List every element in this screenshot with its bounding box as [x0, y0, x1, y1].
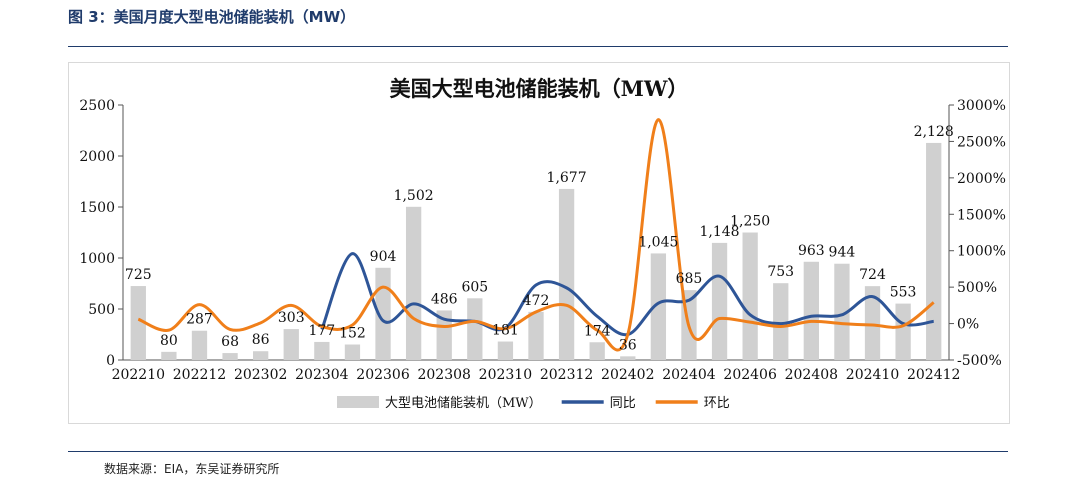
x-tick-label: 202306: [356, 367, 410, 383]
bar-value-label: 724: [859, 267, 886, 283]
line-series: [137, 118, 935, 352]
y-right-tick-label: 2000%: [957, 171, 1006, 187]
chart-panel: 美国大型电池储能装机（MW） 0 500 1000 1500 2000 2500 -500%…: [68, 62, 1010, 424]
y-left-tick-label: 2500: [79, 98, 115, 114]
bar-value-label: 904: [370, 249, 397, 265]
bar: [864, 286, 881, 360]
y-right-tick-label: 1000%: [957, 244, 1006, 260]
bar: [650, 253, 667, 360]
x-tick-label: 202410: [846, 367, 899, 383]
bar: [497, 341, 514, 360]
legend-item-label: 环比: [704, 396, 730, 411]
chart-title: 美国大型电池储能装机（MW）: [390, 76, 689, 101]
x-tick-label: 202310: [479, 367, 532, 383]
bar: [344, 344, 361, 360]
x-tick-label: 202312: [540, 367, 593, 383]
y-left-tick-label: 500: [88, 302, 115, 318]
figure-caption: 图 3：美国月度大型电池储能装机（MW）: [68, 8, 356, 26]
bar: [711, 242, 728, 360]
bar-value-label: 1,502: [394, 188, 434, 204]
bar-value-label: 1,045: [638, 234, 678, 250]
bar: [436, 310, 452, 360]
bar-value-label: 2,128: [914, 124, 954, 140]
bar: [314, 341, 330, 360]
bar: [834, 263, 850, 360]
bar-value-label: 86: [252, 332, 270, 348]
x-tick-label: 202404: [662, 367, 716, 383]
x-tick-label: 202210: [112, 367, 165, 383]
bar-value-label: 287: [186, 312, 213, 328]
bar: [558, 188, 575, 360]
bar-value-label: 303: [278, 310, 305, 326]
bar: [222, 353, 238, 360]
y-left-tick-label: 1500: [79, 200, 115, 216]
top-rule: [68, 46, 1008, 47]
bar: [589, 342, 605, 360]
x-tick-label: 202402: [601, 367, 654, 383]
x-tick-label: 202304: [295, 367, 349, 383]
y-right-tick-label: 1500%: [957, 207, 1006, 223]
bar-value-label: 68: [221, 334, 239, 350]
bottom-rule: [68, 451, 1008, 452]
y-left-tick-label: 1000: [79, 251, 115, 267]
bar: [528, 311, 544, 360]
bar: [375, 267, 391, 360]
bar-value-label: 36: [619, 337, 637, 353]
bar-value-label: 553: [890, 285, 917, 301]
y-right-tick-label: 500%: [957, 280, 997, 296]
y-left-tick-label: 0: [106, 353, 115, 369]
bar: [742, 232, 758, 360]
legend: 大型电池储能装机（MW） 同比 环比: [337, 396, 730, 411]
x-tick-label: 202408: [785, 367, 838, 383]
bar: [620, 356, 636, 360]
x-tick-label: 202302: [234, 367, 287, 383]
bar-value-label: 152: [339, 325, 366, 341]
bar-value-label: 725: [125, 267, 152, 283]
chart-svg: 美国大型电池储能装机（MW） 0 500 1000 1500 2000 2500 -500%…: [79, 76, 1006, 411]
axes: 0 500 1000 1500 2000 2500 -500% 0% 500% 1000% 1500…: [79, 98, 1006, 383]
bar-value-label: 685: [676, 271, 703, 287]
bar-value-label: 486: [431, 291, 458, 307]
bar: [467, 298, 483, 360]
bar: [283, 329, 299, 360]
bar-value-label: 174: [584, 323, 611, 339]
bar: [895, 303, 911, 360]
x-tick-label: 202406: [723, 367, 777, 383]
y-left-tick-label: 2000: [79, 149, 115, 165]
bar-value-label: 181: [492, 323, 519, 339]
series-line: [137, 118, 935, 352]
y-right-tick-label: 3000%: [957, 98, 1006, 114]
legend-swatch-bar: [337, 396, 379, 408]
y-right-tick-label: 2500%: [957, 134, 1006, 150]
bar-value-label: 944: [829, 245, 856, 261]
bar: [130, 286, 146, 360]
x-tick-label: 202412: [907, 367, 960, 383]
bar: [803, 261, 819, 360]
bar-value-label: 753: [767, 264, 794, 280]
y-right-tick-label: -500%: [957, 353, 1002, 369]
x-tick-label: 202308: [417, 367, 470, 383]
x-tick-label: 202212: [173, 367, 226, 383]
bar-value-label: 1,148: [700, 224, 740, 240]
y-right-tick-label: 0%: [957, 317, 979, 333]
source-note: 数据来源：EIA，东吴证券研究所: [104, 462, 280, 476]
bar: [773, 283, 789, 360]
bar-value-label: 177: [308, 323, 335, 339]
bar-value-label: 80: [160, 333, 178, 349]
bar-value-label: 1,677: [547, 170, 587, 186]
legend-item-label: 同比: [610, 396, 636, 411]
bar: [253, 351, 269, 360]
bar: [926, 142, 942, 360]
bar-value-label: 472: [523, 293, 550, 309]
bar-value-label: 963: [798, 243, 825, 259]
series-line: [320, 252, 934, 337]
bar: [191, 330, 208, 360]
bar-value-label: 1,250: [730, 214, 770, 230]
bar: [161, 351, 177, 360]
bar-value-label: 605: [461, 279, 488, 295]
bar: [405, 206, 422, 360]
legend-item-label: 大型电池储能装机（MW）: [385, 396, 542, 411]
